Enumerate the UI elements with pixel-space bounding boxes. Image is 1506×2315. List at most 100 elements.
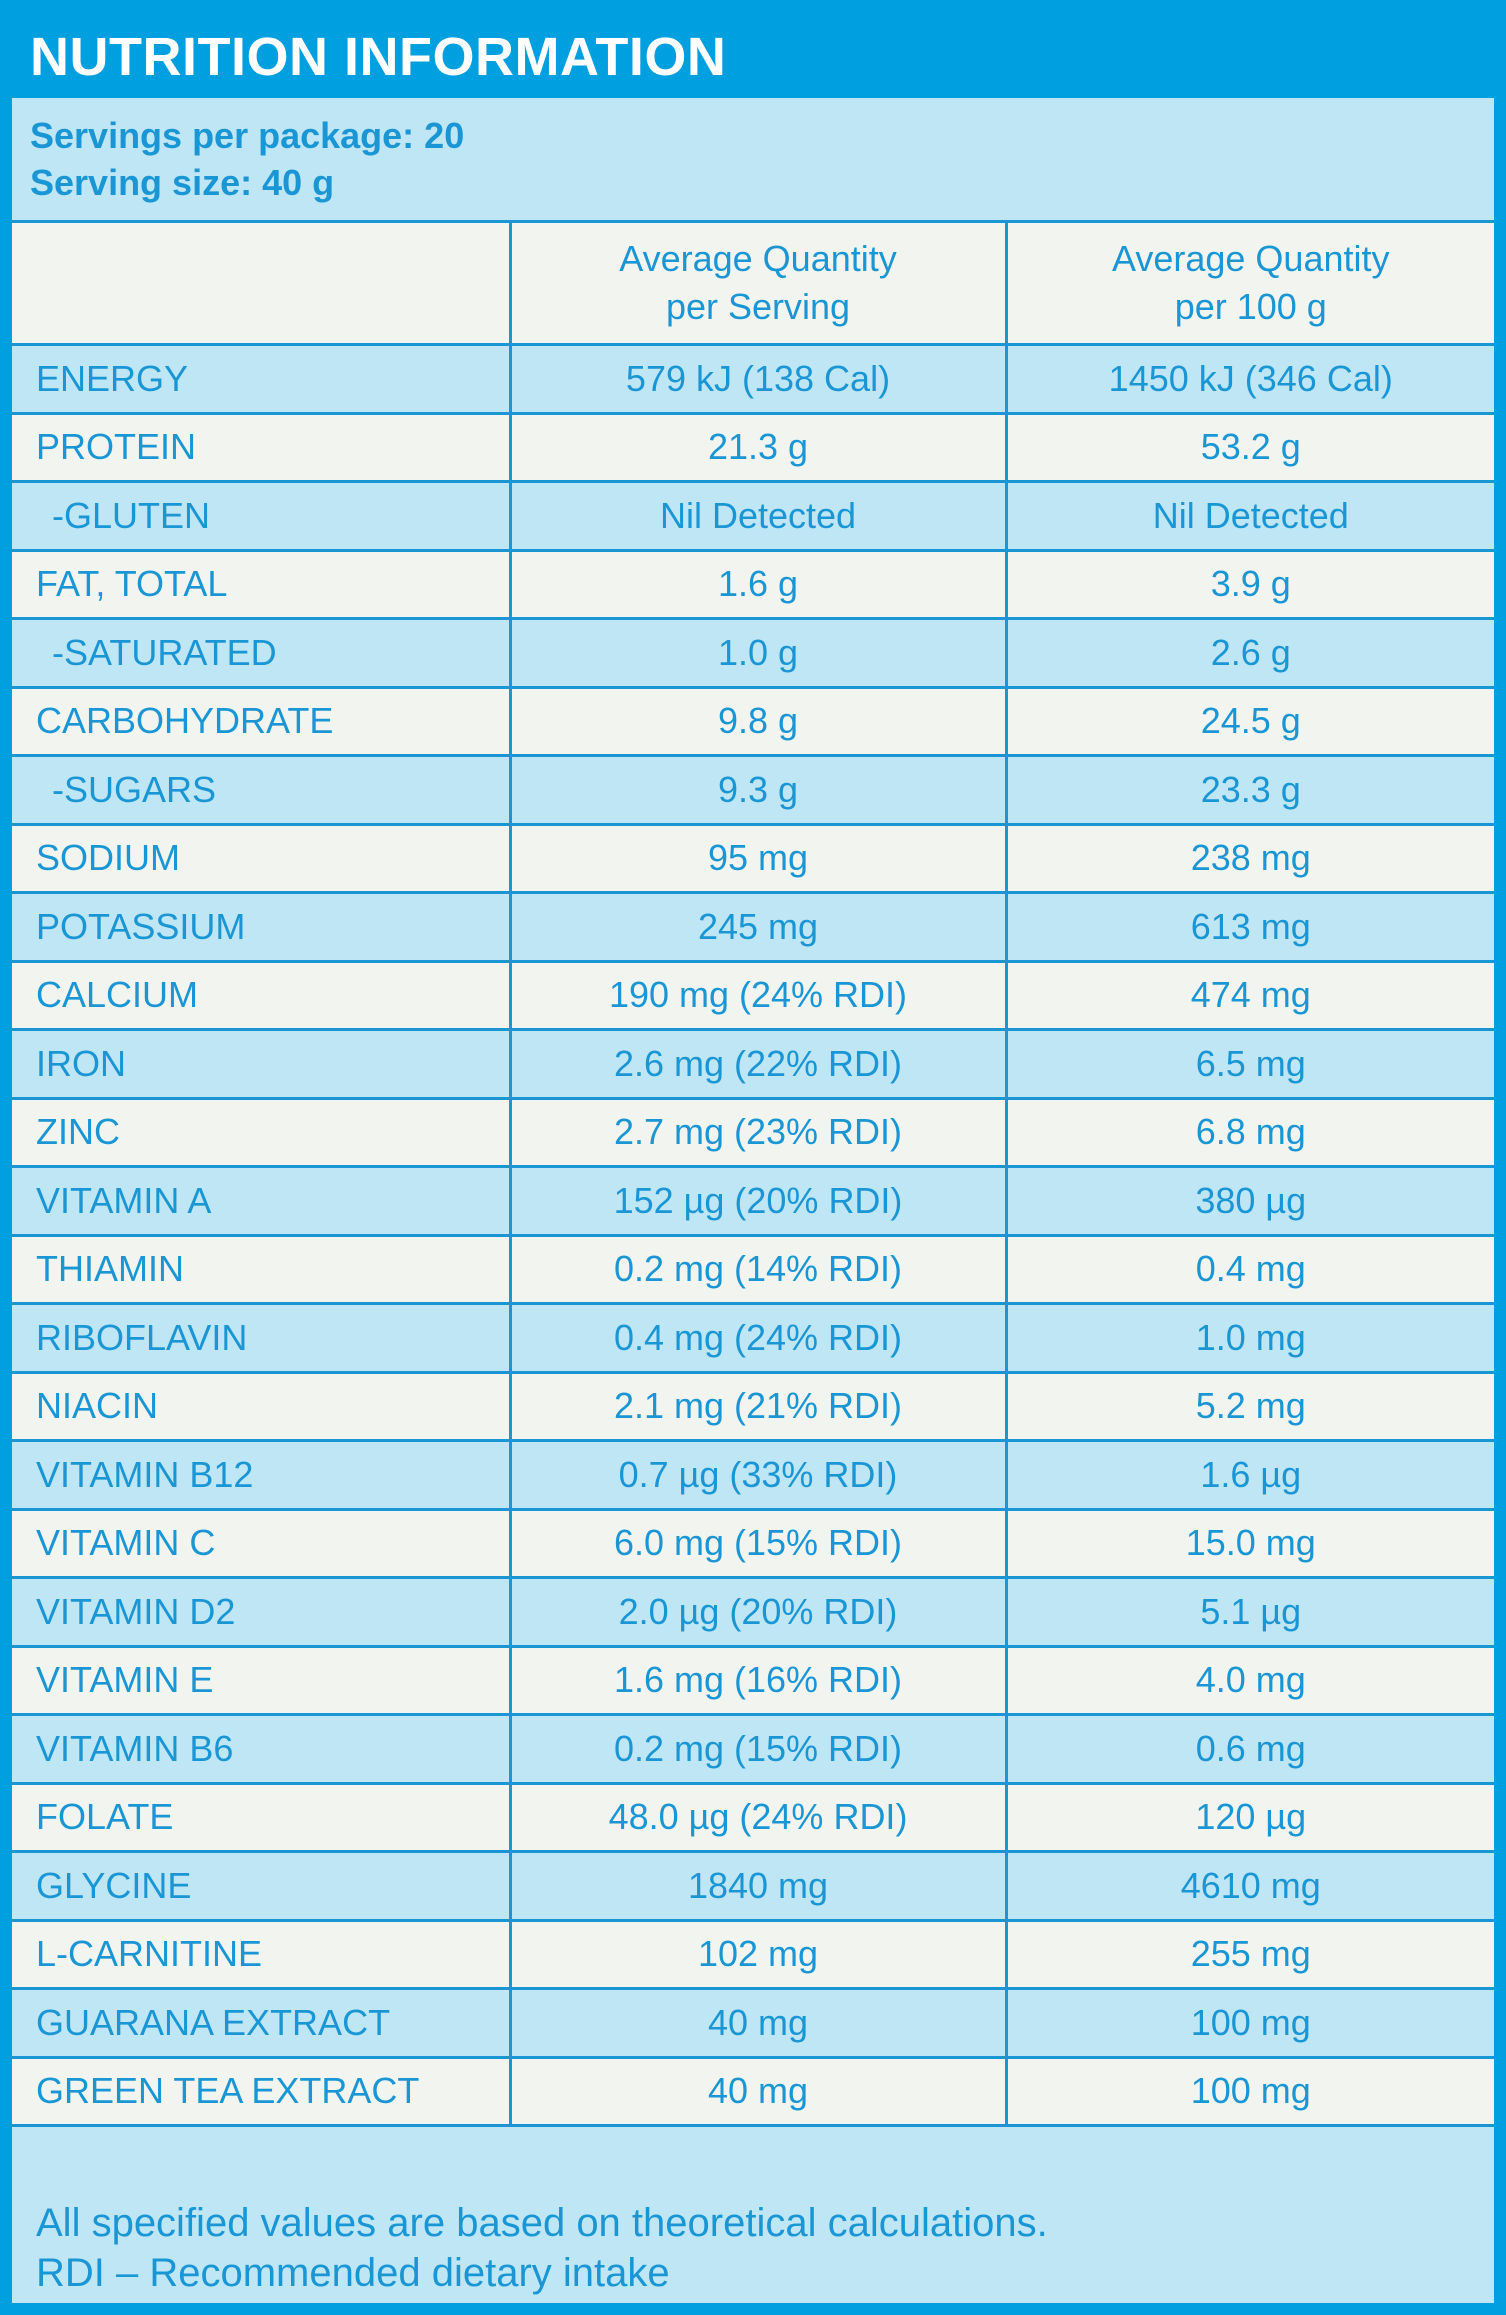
- nutrition-table: Average Quantity per Serving Average Qua…: [12, 220, 1494, 2127]
- per-100g-value: 1.6 µg: [1004, 1439, 1494, 1511]
- nutrient-name: VITAMIN D2: [12, 1576, 512, 1648]
- table-row: RIBOFLAVIN 0.4 mg (24% RDI) 1.0 mg: [12, 1302, 1494, 1374]
- per-100g-value: 5.2 mg: [1004, 1370, 1494, 1442]
- table-row: GLYCINE 1840 mg 4610 mg: [12, 1850, 1494, 1922]
- table-row: -SATURATED 1.0 g 2.6 g: [12, 617, 1494, 689]
- per-100g-value: 255 mg: [1004, 1918, 1494, 1990]
- per-serving-value: 1.0 g: [508, 617, 1008, 689]
- table-row: THIAMIN 0.2 mg (14% RDI) 0.4 mg: [12, 1233, 1494, 1305]
- nutrient-name: ZINC: [12, 1096, 512, 1168]
- per-serving-value: 40 mg: [508, 1987, 1008, 2059]
- nutrient-name: L-CARNITINE: [12, 1918, 512, 1990]
- footnote: All specified values are based on theore…: [36, 2198, 1048, 2298]
- per-serving-value: 0.4 mg (24% RDI): [508, 1302, 1008, 1374]
- per-serving-value: 152 µg (20% RDI): [508, 1165, 1008, 1237]
- nutrient-name: RIBOFLAVIN: [12, 1302, 512, 1374]
- per-100g-value: 1.0 mg: [1004, 1302, 1494, 1374]
- nutrient-name: FAT, TOTAL: [12, 548, 512, 620]
- per-100g-value: 15.0 mg: [1004, 1507, 1494, 1579]
- table-row: VITAMIN C 6.0 mg (15% RDI) 15.0 mg: [12, 1507, 1494, 1579]
- per-100g-value: 380 µg: [1004, 1165, 1494, 1237]
- per-100g-value: 3.9 g: [1004, 548, 1494, 620]
- per-100g-value: 6.5 mg: [1004, 1028, 1494, 1100]
- table-row: GREEN TEA EXTRACT 40 mg 100 mg: [12, 2055, 1494, 2127]
- nutrient-name: VITAMIN B6: [12, 1713, 512, 1785]
- table-row: VITAMIN B6 0.2 mg (15% RDI) 0.6 mg: [12, 1713, 1494, 1785]
- per-100g-value: 23.3 g: [1004, 754, 1494, 826]
- table-row: VITAMIN A 152 µg (20% RDI) 380 µg: [12, 1165, 1494, 1237]
- footnote-line-2: RDI – Recommended dietary intake: [36, 2251, 670, 2295]
- header-per-100g-line1: Average Quantity: [1111, 238, 1390, 279]
- table-row: -GLUTEN Nil Detected Nil Detected: [12, 480, 1494, 552]
- nutrient-name: VITAMIN B12: [12, 1439, 512, 1511]
- per-100g-value: Nil Detected: [1004, 480, 1494, 552]
- table-row: VITAMIN D2 2.0 µg (20% RDI) 5.1 µg: [12, 1576, 1494, 1648]
- per-serving-value: 2.0 µg (20% RDI): [508, 1576, 1008, 1648]
- per-100g-value: 6.8 mg: [1004, 1096, 1494, 1168]
- nutrient-name: PROTEIN: [12, 411, 512, 483]
- table-row: PROTEIN 21.3 g 53.2 g: [12, 411, 1494, 483]
- per-serving-value: 190 mg (24% RDI): [508, 959, 1008, 1031]
- header-per-100g-line2: per 100 g: [1174, 286, 1327, 327]
- per-serving-value: 1.6 g: [508, 548, 1008, 620]
- per-serving-value: 9.3 g: [508, 754, 1008, 826]
- per-serving-value: 6.0 mg (15% RDI): [508, 1507, 1008, 1579]
- table-row: ZINC 2.7 mg (23% RDI) 6.8 mg: [12, 1096, 1494, 1168]
- nutrient-name: -SATURATED: [12, 617, 512, 689]
- per-serving-value: 48.0 µg (24% RDI): [508, 1781, 1008, 1853]
- nutrient-name: CALCIUM: [12, 959, 512, 1031]
- panel-title: NUTRITION INFORMATION: [30, 27, 727, 87]
- header-per-serving: Average Quantity per Serving: [508, 220, 1008, 346]
- footnote-line-1: All specified values are based on theore…: [36, 2201, 1048, 2245]
- nutrient-name: VITAMIN E: [12, 1644, 512, 1716]
- table-row: SODIUM 95 mg 238 mg: [12, 822, 1494, 894]
- nutrient-name: VITAMIN A: [12, 1165, 512, 1237]
- per-serving-value: 95 mg: [508, 822, 1008, 894]
- serving-info: Servings per package: 20 Serving size: 4…: [30, 112, 464, 206]
- per-100g-value: 100 mg: [1004, 2055, 1494, 2127]
- header-per-100g: Average Quantity per 100 g: [1004, 220, 1494, 346]
- per-100g-value: 0.6 mg: [1004, 1713, 1494, 1785]
- nutrient-name: IRON: [12, 1028, 512, 1100]
- per-serving-value: 40 mg: [508, 2055, 1008, 2127]
- nutrient-name: THIAMIN: [12, 1233, 512, 1305]
- table-row: NIACIN 2.1 mg (21% RDI) 5.2 mg: [12, 1370, 1494, 1442]
- serving-size: Serving size: 40 g: [30, 162, 335, 203]
- per-serving-value: 1840 mg: [508, 1850, 1008, 1922]
- per-100g-value: 1450 kJ (346 Cal): [1004, 343, 1494, 415]
- nutrition-inner-box: Servings per package: 20 Serving size: 4…: [12, 98, 1494, 2303]
- nutrient-name: POTASSIUM: [12, 891, 512, 963]
- nutrient-name: NIACIN: [12, 1370, 512, 1442]
- table-row: CARBOHYDRATE 9.8 g 24.5 g: [12, 685, 1494, 757]
- per-100g-value: 613 mg: [1004, 891, 1494, 963]
- table-row: -SUGARS 9.3 g 23.3 g: [12, 754, 1494, 826]
- per-serving-value: 0.7 µg (33% RDI): [508, 1439, 1008, 1511]
- nutrient-name: GLYCINE: [12, 1850, 512, 1922]
- per-100g-value: 2.6 g: [1004, 617, 1494, 689]
- nutrient-name: GREEN TEA EXTRACT: [12, 2055, 512, 2127]
- per-100g-value: 100 mg: [1004, 1987, 1494, 2059]
- nutrient-name: -SUGARS: [12, 754, 512, 826]
- nutrient-name: CARBOHYDRATE: [12, 685, 512, 757]
- per-100g-value: 5.1 µg: [1004, 1576, 1494, 1648]
- table-row: VITAMIN B12 0.7 µg (33% RDI) 1.6 µg: [12, 1439, 1494, 1511]
- table-row: VITAMIN E 1.6 mg (16% RDI) 4.0 mg: [12, 1644, 1494, 1716]
- table-row: CALCIUM 190 mg (24% RDI) 474 mg: [12, 959, 1494, 1031]
- per-100g-value: 4610 mg: [1004, 1850, 1494, 1922]
- per-serving-value: 2.6 mg (22% RDI): [508, 1028, 1008, 1100]
- per-serving-value: Nil Detected: [508, 480, 1008, 552]
- per-serving-value: 1.6 mg (16% RDI): [508, 1644, 1008, 1716]
- per-100g-value: 120 µg: [1004, 1781, 1494, 1853]
- per-serving-value: 245 mg: [508, 891, 1008, 963]
- per-serving-value: 0.2 mg (14% RDI): [508, 1233, 1008, 1305]
- per-100g-value: 53.2 g: [1004, 411, 1494, 483]
- table-row: ENERGY 579 kJ (138 Cal) 1450 kJ (346 Cal): [12, 343, 1494, 415]
- per-100g-value: 0.4 mg: [1004, 1233, 1494, 1305]
- header-per-serving-line2: per Serving: [665, 286, 851, 327]
- nutrient-name: FOLATE: [12, 1781, 512, 1853]
- per-100g-value: 4.0 mg: [1004, 1644, 1494, 1716]
- per-serving-value: 2.7 mg (23% RDI): [508, 1096, 1008, 1168]
- table-header-row: Average Quantity per Serving Average Qua…: [12, 220, 1494, 346]
- nutrient-name: ENERGY: [12, 343, 512, 415]
